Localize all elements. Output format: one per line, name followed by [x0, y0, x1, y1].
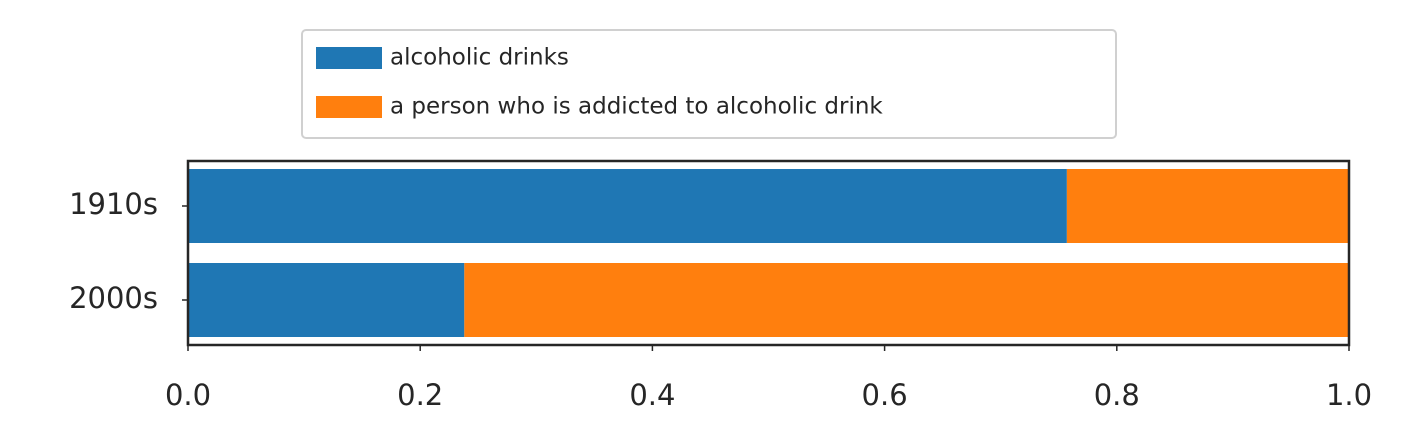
bar-segment — [464, 263, 1349, 337]
x-tick-label: 1.0 — [1326, 378, 1372, 412]
legend-label: a person who is addicted to alcoholic dr… — [390, 94, 883, 120]
bar-segment — [188, 263, 465, 337]
legend-swatch — [316, 96, 382, 118]
plot-frame — [186, 159, 1351, 347]
bar-segment — [188, 169, 1067, 243]
legend-swatch — [316, 47, 382, 69]
legend-frame — [301, 29, 1117, 139]
x-tick-label: 0.8 — [1094, 378, 1140, 412]
legend-label: alcoholic drinks — [390, 45, 569, 71]
x-tick-label: 0.2 — [397, 378, 443, 412]
x-tick-label: 0.6 — [862, 378, 908, 412]
y-tick-label: 2000s — [69, 281, 158, 315]
x-tick-label: 0.4 — [629, 378, 675, 412]
x-tick-label: 0.0 — [165, 378, 211, 412]
bar-segment — [1066, 169, 1349, 243]
y-tick-label: 1910s — [69, 187, 158, 221]
